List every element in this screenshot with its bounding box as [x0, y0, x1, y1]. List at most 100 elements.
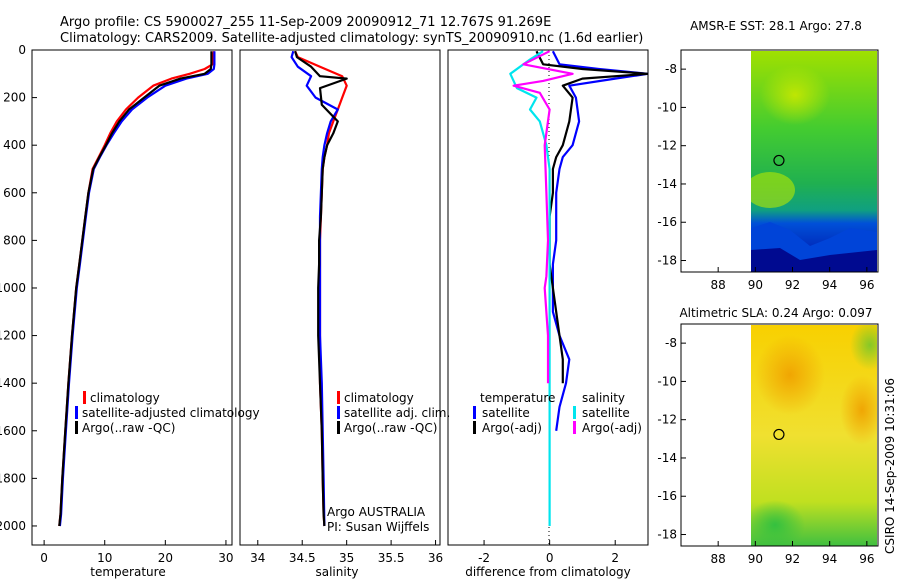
legend-label-satellite-adj: satellite adj. clim. [344, 406, 450, 420]
salinity-axes-box [239, 49, 441, 546]
xtick-label: 96 [859, 552, 874, 566]
ytick-label: -18 [657, 528, 677, 542]
ytick-label: 1600 [0, 424, 26, 438]
series-satellite-adjusted-climatology-line [58, 51, 216, 527]
salinity-legend: climatology satellite adj. clim. Argo(..… [337, 391, 450, 435]
xtick-label: 20 [158, 551, 173, 565]
sla-map-panel: Altimetric SLA: 0.24 Argo: 0.097 88 90 92 9… [657, 306, 879, 566]
xtick-label: 96 [859, 278, 874, 292]
ytick-label: -14 [657, 177, 677, 191]
ytick-label: 200 [3, 91, 26, 105]
ytick-label: -10 [657, 100, 677, 114]
difference-axes-box [447, 49, 649, 546]
sst-axes-box [680, 49, 879, 273]
sla-map-title: Altimetric SLA: 0.24 Argo: 0.097 [679, 306, 872, 320]
sst-warm-patch-2 [751, 172, 795, 208]
salinity-profile-panel: 34 34.5 35 35.5 36 salinity climatology sate… [239, 49, 450, 579]
legend-title-salinity: salinity [582, 391, 625, 405]
sst-map-panel: AMSR-E SST: 28.1 Argo: 27.8 88 90 92 94 96 -8… [657, 19, 879, 292]
sst-map-title: AMSR-E SST: 28.1 Argo: 27.8 [690, 19, 862, 33]
figure-title-line2: Climatology: CARS2009. Satellite-adjuste… [60, 31, 643, 46]
sla-high-patch [755, 335, 825, 415]
ytick-label: 2000 [0, 519, 26, 533]
ytick-label: -8 [665, 62, 677, 76]
ytick-label: 1400 [0, 376, 26, 390]
legend-title-temperature: temperature [480, 391, 555, 405]
series-argo-raw-qc-line [294, 50, 348, 527]
xtick-label: 30 [218, 551, 233, 565]
sst-warm-patch [760, 65, 830, 125]
legend-label-sal-argo: Argo(-adj) [582, 421, 642, 435]
sla-high-patch-2 [840, 375, 877, 445]
xtick-label: 36 [428, 551, 443, 565]
ytick-label: -16 [657, 489, 677, 503]
legend-swatch-climatology [337, 391, 340, 404]
sst-heatmap [751, 51, 877, 272]
xtick-label: 90 [748, 278, 763, 292]
sst-cold-band [751, 248, 877, 272]
legend-swatch-temp-argo [473, 421, 476, 434]
legend-swatch-sal-satellite [573, 406, 576, 419]
xtick-label: 0 [40, 551, 48, 565]
ytick-label: 400 [3, 138, 26, 152]
xtick-label: 0 [546, 551, 554, 565]
legend-label-temp-argo: Argo(-adj) [482, 421, 542, 435]
sla-heatmap [751, 325, 877, 546]
legend-swatch-argo [337, 421, 340, 434]
ytick-label: -14 [657, 451, 677, 465]
ytick-label: 1200 [0, 329, 26, 343]
xtick-label: 2 [611, 551, 619, 565]
figure-title-line1: Argo profile: CS 5900027_255 11-Sep-2009… [60, 15, 551, 30]
xtick-label: 35 [339, 551, 354, 565]
legend-label-satellite-adjusted: satellite-adjusted climatology [82, 406, 260, 420]
ytick-label: 600 [3, 186, 26, 200]
temperature-profile-panel: 0 10 20 30 0 200 400 600 800 1000 1200 1400 1600 1800… [0, 43, 260, 579]
ytick-label: -16 [657, 215, 677, 229]
xtick-label: 34 [250, 551, 265, 565]
xtick-label: 92 [785, 278, 800, 292]
ytick-label: 800 [3, 233, 26, 247]
sla-low-patch [751, 500, 805, 546]
series-argo-raw-qc-line [58, 51, 213, 527]
ytick-label: 0 [18, 43, 26, 57]
temperature-xlabel: temperature [90, 565, 165, 579]
difference-profile-panel: -2 0 2 difference from climatology tempera… [447, 49, 649, 579]
difference-legend: temperature satellite Argo(-adj) salinit… [473, 391, 642, 435]
series-temperature-satellite-line [551, 50, 648, 431]
xtick-label: 10 [97, 551, 112, 565]
argo-australia-label: Argo AUSTRALIA [327, 505, 426, 519]
ytick-label: -18 [657, 254, 677, 268]
sla-axes-box [680, 323, 879, 547]
xtick-label: 34.5 [289, 551, 316, 565]
legend-swatch-satellite-adj [337, 406, 340, 419]
argo-location-marker [773, 154, 785, 167]
xtick-label: 90 [748, 552, 763, 566]
legend-label-climatology: climatology [344, 391, 414, 405]
series-satellite-adj-clim-line [290, 50, 339, 527]
series-salinity-argo-adj-line [512, 50, 574, 384]
legend-label-sal-satellite: satellite [582, 406, 630, 420]
ytick-label: -10 [657, 374, 677, 388]
ytick-label: -8 [665, 336, 677, 350]
argo-location-marker [773, 428, 785, 441]
ytick-label: 1800 [0, 471, 26, 485]
legend-swatch-satellite-adjusted [75, 406, 78, 419]
legend-label-argo: Argo(..raw -QC) [82, 421, 175, 435]
pi-name-label: PI: Susan Wijffels [327, 520, 429, 534]
ytick-label: 1000 [0, 281, 26, 295]
legend-label-climatology: climatology [90, 391, 160, 405]
series-climatology-line [58, 51, 215, 527]
legend-swatch-climatology [83, 391, 86, 404]
legend-swatch-temp-satellite [473, 406, 476, 419]
sla-low-patch-2 [850, 325, 877, 370]
series-temperature-argo-adj-line [535, 50, 648, 384]
csiro-timestamp-label: CSIRO 14-Sep-2009 10:31:06 [883, 378, 897, 554]
temperature-axes-box [31, 49, 233, 546]
xtick-label: -2 [478, 551, 490, 565]
legend-swatch-sal-argo [573, 421, 576, 434]
ytick-label: -12 [657, 139, 677, 153]
ytick-label: -12 [657, 413, 677, 427]
salinity-xlabel: salinity [315, 565, 358, 579]
legend-swatch-argo [75, 421, 78, 434]
